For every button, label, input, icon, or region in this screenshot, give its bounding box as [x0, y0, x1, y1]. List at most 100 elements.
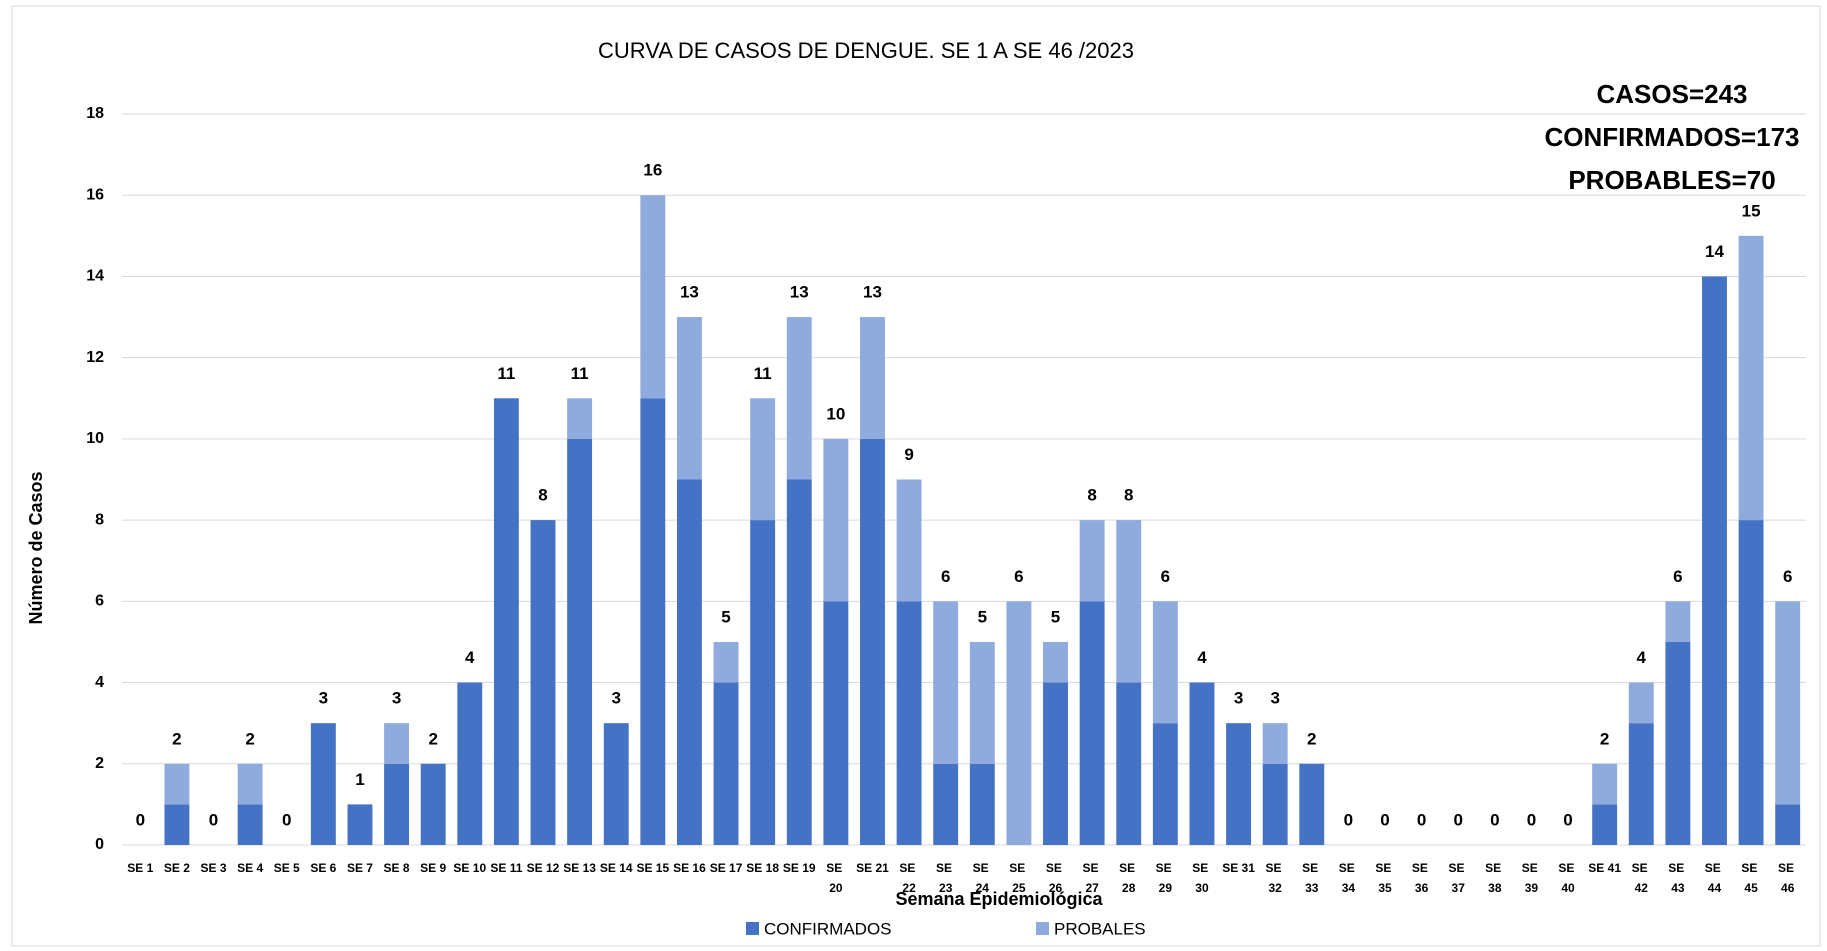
x-tick-label: SE 29 [1156, 861, 1175, 895]
x-tick-label: SE 45 [1741, 861, 1760, 895]
data-label: 11 [754, 364, 772, 383]
x-axis-label: Semana Epidemiológica [895, 889, 1103, 909]
data-label: 8 [538, 486, 547, 505]
x-tick-label: SE 16 [673, 861, 706, 875]
x-tick-label: SE 22 [899, 861, 918, 895]
data-label: 2 [1307, 729, 1316, 748]
x-tick-label: SE 42 [1632, 861, 1651, 895]
bar-segment [1665, 641, 1691, 845]
data-label: 8 [1124, 486, 1133, 505]
data-label: 6 [941, 567, 950, 586]
bar-segment [1043, 682, 1068, 845]
data-label: 11 [497, 364, 515, 383]
bar-segment [896, 601, 922, 845]
bar-segment [1738, 235, 1764, 521]
bar-segment [1775, 601, 1801, 805]
y-tick-label: 10 [86, 430, 104, 447]
data-label: 0 [1563, 810, 1572, 829]
data-label: 4 [1197, 648, 1207, 667]
x-tick-label: SE 14 [600, 861, 633, 875]
x-tick-label: SE 12 [527, 861, 560, 875]
x-tick-label: SE 6 [310, 861, 336, 875]
bar-segment [1262, 723, 1288, 764]
x-tick-label: SE 17 [710, 861, 743, 875]
x-tick-label: SE 46 [1778, 861, 1797, 895]
bar-segment [676, 317, 702, 480]
y-tick-label: 2 [95, 755, 104, 772]
bar-segment [823, 438, 849, 602]
bar-segment [1775, 804, 1801, 845]
data-label: 0 [1490, 810, 1499, 829]
bar-segment [237, 763, 263, 805]
bar-segment [493, 398, 519, 845]
x-tick-label: SE 21 [856, 861, 889, 875]
bar-segment [1226, 723, 1252, 845]
x-tick-label: SE 41 [1588, 861, 1621, 875]
bar-segment [823, 601, 849, 845]
x-tick-label: SE 18 [746, 861, 779, 875]
data-label: 2 [428, 729, 437, 748]
data-label: 6 [1673, 567, 1682, 586]
bar-segment [1628, 723, 1654, 845]
data-label: 6 [1783, 567, 1792, 586]
bar-segment [1152, 723, 1178, 845]
bar-segment [1628, 682, 1654, 724]
x-tick-label: SE 44 [1705, 861, 1724, 895]
bar-segment [384, 723, 410, 764]
y-tick-label: 8 [95, 511, 104, 528]
y-tick-label: 12 [86, 349, 104, 366]
bar-segment [1152, 601, 1178, 724]
bar-segment [1116, 520, 1142, 683]
x-tick-label: SE 36 [1412, 861, 1431, 895]
data-label: 5 [1051, 607, 1060, 626]
data-label: 11 [571, 364, 589, 383]
data-label: 2 [245, 729, 254, 748]
x-tick-label: SE 33 [1302, 861, 1321, 895]
bar-segment [384, 763, 410, 845]
bar-segment [457, 682, 483, 845]
y-tick-label: 4 [95, 674, 104, 691]
x-tick-label: SE 25 [1009, 861, 1028, 895]
y-tick-label: 16 [86, 186, 104, 203]
data-label: 14 [1705, 242, 1724, 261]
data-label: 3 [1270, 689, 1279, 708]
data-label: 0 [282, 810, 291, 829]
bar-segment [310, 723, 336, 845]
data-label: 3 [319, 689, 328, 708]
bar-segment [1043, 641, 1068, 683]
x-tick-label: SE 34 [1339, 861, 1358, 895]
x-tick-label: SE 8 [384, 861, 410, 875]
data-label: 3 [392, 689, 401, 708]
data-label: 15 [1742, 201, 1761, 220]
bar-segment [750, 520, 776, 845]
data-label: 2 [172, 729, 181, 748]
bar-segment [786, 479, 812, 845]
bar-segment [896, 479, 922, 602]
data-label: 6 [1014, 567, 1023, 586]
data-label: 1 [355, 770, 364, 789]
bar-segment [164, 763, 190, 805]
x-tick-label: SE 10 [453, 861, 486, 875]
x-tick-label: SE 26 [1046, 861, 1065, 895]
x-tick-label: SE 24 [973, 861, 992, 895]
x-tick-label: SE 43 [1668, 861, 1687, 895]
bar-segment [1189, 682, 1215, 845]
x-tick-label: SE 15 [636, 861, 669, 875]
bar-segment [786, 317, 812, 480]
x-tick-label: SE 39 [1522, 861, 1541, 895]
bar-segment [933, 601, 959, 764]
bar-segment [640, 195, 666, 399]
x-tick-label: SE 31 [1222, 861, 1255, 875]
x-tick-label: SE 1 [127, 861, 153, 875]
data-label: 4 [465, 648, 475, 667]
x-tick-label: SE 11 [490, 861, 522, 875]
bar-segment [1738, 520, 1764, 845]
data-label: 0 [136, 810, 145, 829]
data-label: 0 [1453, 810, 1462, 829]
data-label: 13 [863, 283, 882, 302]
bar-segment [1702, 276, 1727, 845]
bar-segment [1592, 804, 1618, 845]
data-label: 8 [1087, 486, 1096, 505]
